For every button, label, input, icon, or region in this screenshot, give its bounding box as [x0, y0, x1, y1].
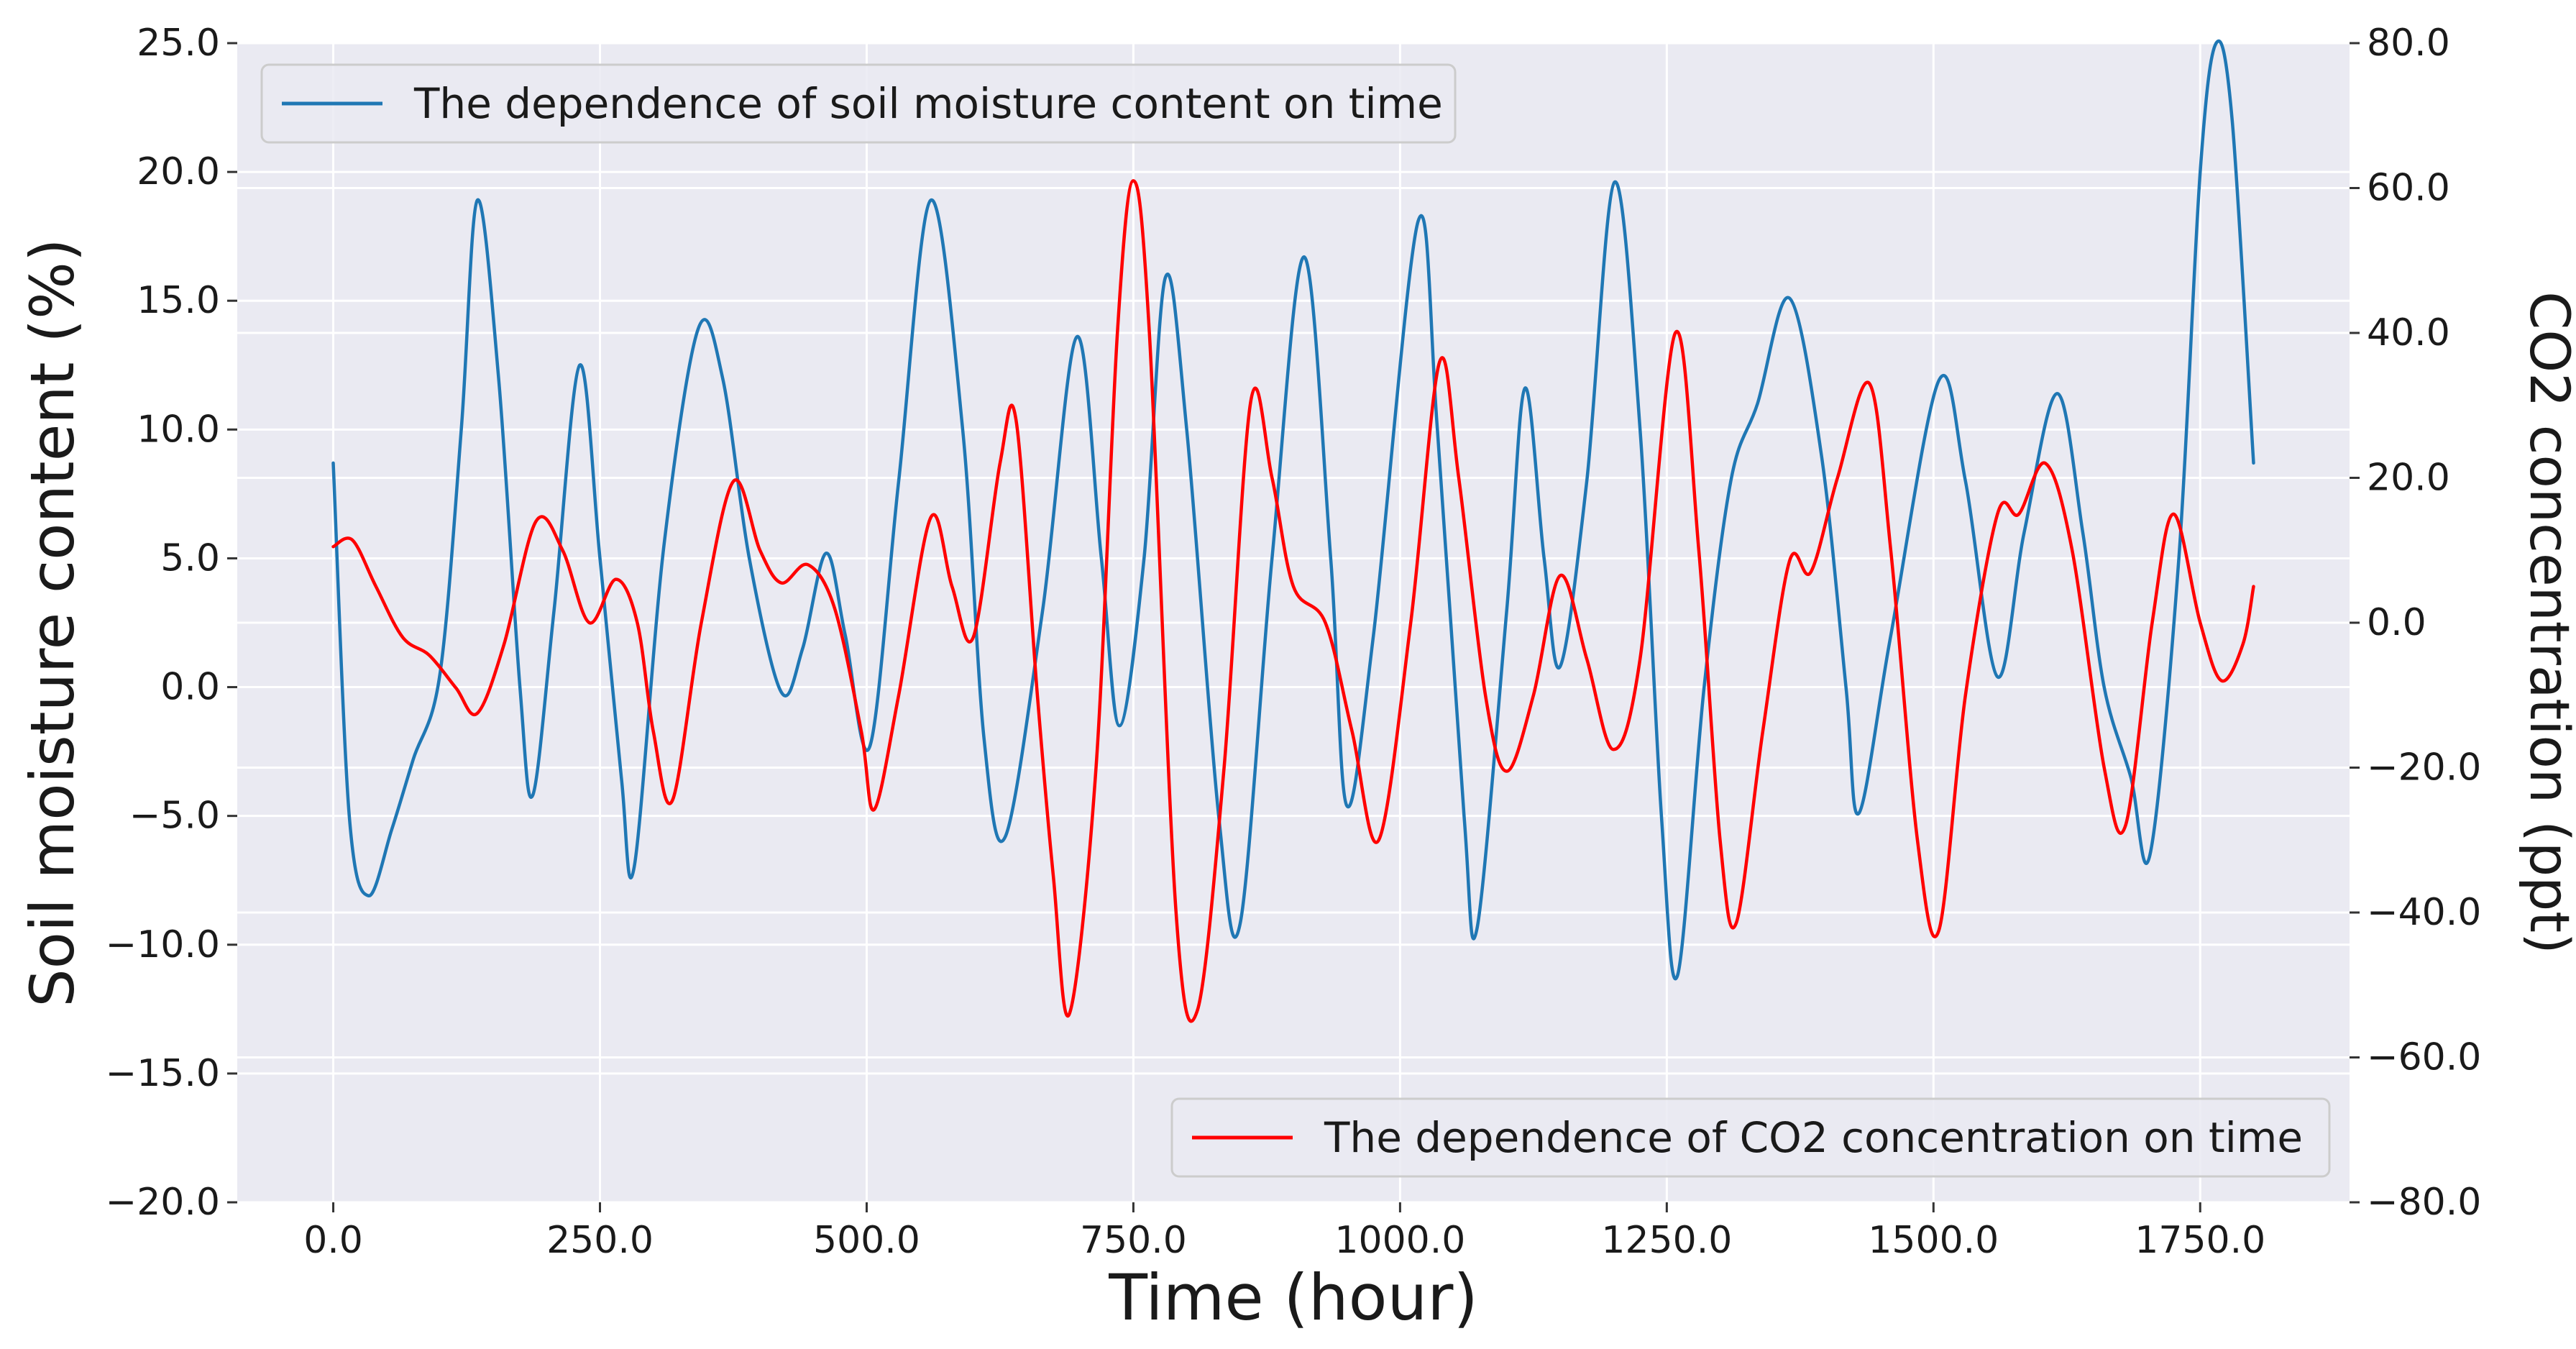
legend-soil-moisture: The dependence of soil moisture content …: [260, 63, 1457, 144]
y2-tick-label: 20.0: [2367, 457, 2450, 500]
y-tick-label: 10.0: [137, 408, 220, 451]
y2-tick-label: 40.0: [2367, 311, 2450, 355]
x-tick-label: 1000.0: [1334, 1219, 1465, 1262]
y-tick-label: −15.0: [106, 1052, 220, 1095]
legend-label-soil-moisture: The dependence of soil moisture content …: [413, 79, 1443, 128]
y-tick-label: 0.0: [160, 666, 220, 709]
x-tick-label: 250.0: [546, 1219, 654, 1262]
x-tick-label: 1500.0: [1868, 1219, 1999, 1262]
y-tick-label: 15.0: [137, 279, 220, 322]
y-tick-label: −20.0: [106, 1181, 220, 1224]
series-line-soil-moisture: [331, 39, 2255, 981]
y2-tick-label: −20.0: [2367, 746, 2481, 790]
y2-tick-label: −40.0: [2367, 891, 2481, 934]
y2-tick-label: −80.0: [2367, 1181, 2481, 1224]
series-line-co2: [331, 179, 2255, 1023]
x-axis-title: Time (hour): [1108, 1261, 1478, 1335]
x-tick-label: 750.0: [1080, 1219, 1187, 1262]
legend-box: [1170, 1097, 2331, 1178]
legend-label-co2: The dependence of CO2 concentration on t…: [1324, 1113, 2303, 1162]
y-tick-label: −10.0: [106, 923, 220, 966]
x-tick-label: 1250.0: [1601, 1219, 1732, 1262]
y-tick-label: 25.0: [137, 22, 220, 65]
y2-tick-label: 60.0: [2367, 167, 2450, 210]
x-tick-label: 0.0: [303, 1219, 363, 1262]
y2-tick-label: 80.0: [2367, 22, 2450, 65]
y-tick-label: 20.0: [137, 150, 220, 193]
y-tick-label: 5.0: [160, 536, 220, 580]
legend-co2: The dependence of CO2 concentration on t…: [1170, 1097, 2331, 1178]
legend-box: [260, 63, 1457, 144]
x-tick-label: 1750.0: [2135, 1219, 2265, 1262]
y-tick-label: −5.0: [129, 795, 220, 838]
y2-tick-label: 0.0: [2367, 601, 2426, 644]
x-tick-label: 500.0: [813, 1219, 920, 1262]
y2-axis-title: CO2 concentration (ppt): [2518, 291, 2576, 954]
y2-tick-label: −60.0: [2367, 1036, 2481, 1079]
y-axis-title: Soil moisture content (%): [17, 238, 88, 1007]
